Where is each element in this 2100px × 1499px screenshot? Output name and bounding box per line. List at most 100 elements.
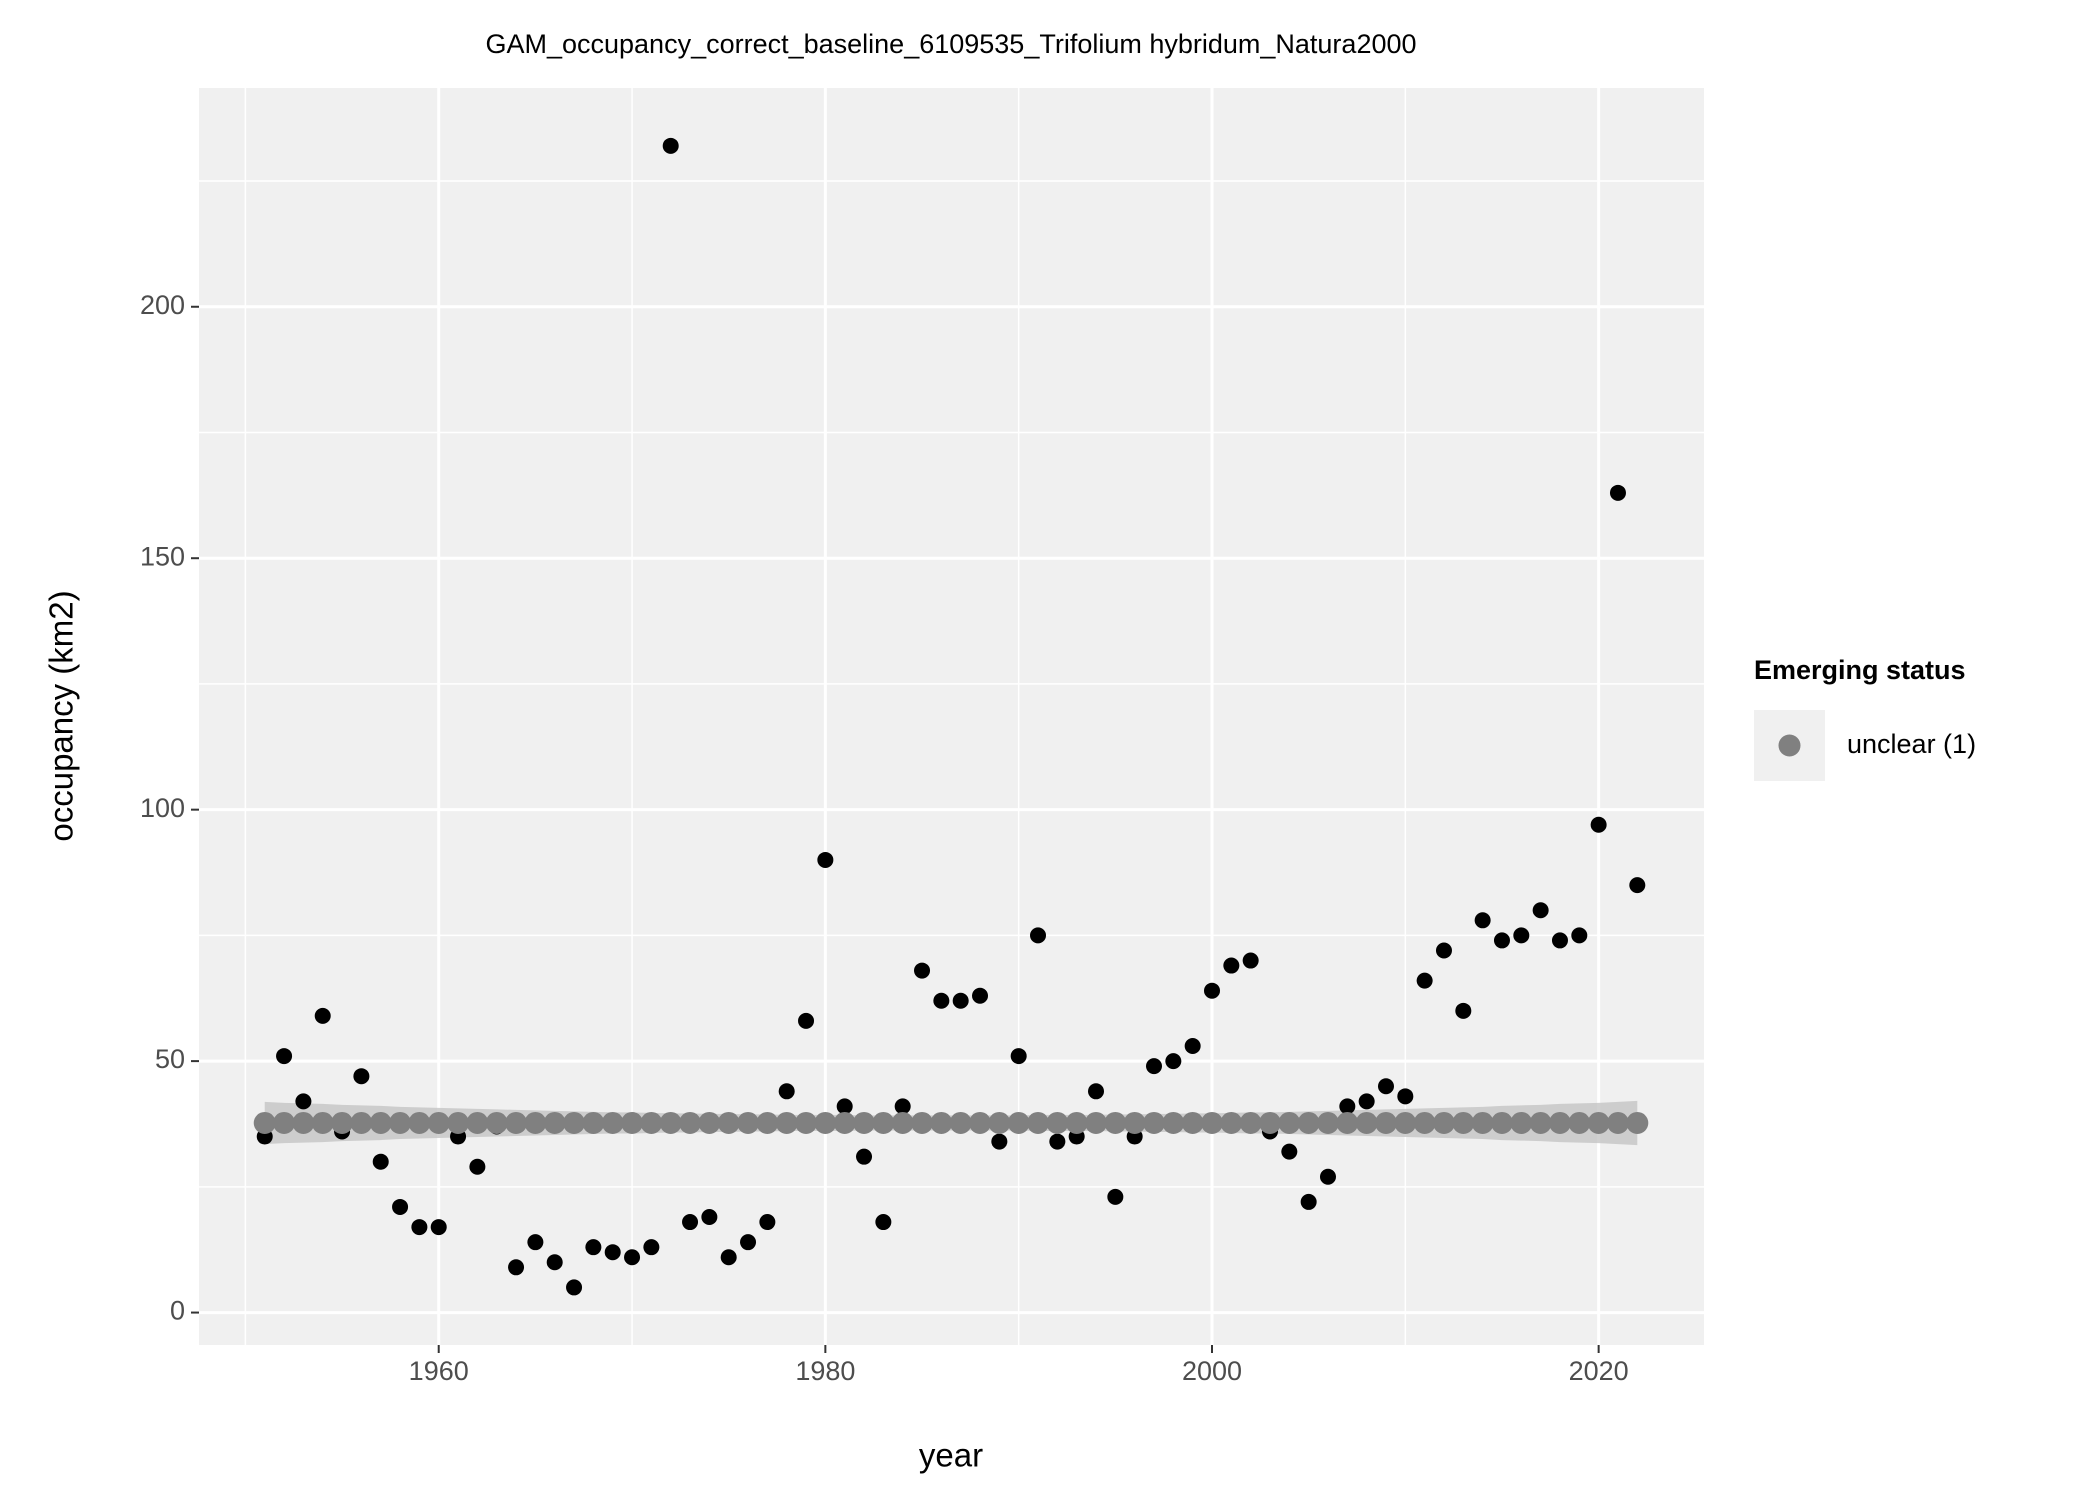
data-point bbox=[1532, 902, 1549, 919]
fitted-point bbox=[969, 1111, 992, 1134]
data-point bbox=[411, 1219, 428, 1236]
data-point bbox=[1088, 1083, 1105, 1100]
fitted-point bbox=[949, 1111, 972, 1134]
data-point bbox=[1184, 1038, 1201, 1055]
fitted-point bbox=[1143, 1111, 1166, 1134]
fitted-point bbox=[253, 1111, 276, 1134]
data-point bbox=[1165, 1053, 1182, 1070]
plot-panel bbox=[199, 88, 1704, 1345]
data-point bbox=[566, 1279, 583, 1296]
data-point bbox=[1242, 952, 1259, 969]
data-point bbox=[1474, 912, 1491, 929]
data-point bbox=[972, 987, 989, 1004]
data-point bbox=[1493, 932, 1510, 949]
data-point bbox=[933, 992, 950, 1009]
data-point bbox=[798, 1012, 815, 1029]
data-point bbox=[1223, 957, 1240, 974]
fitted-point bbox=[408, 1111, 431, 1134]
fitted-point bbox=[505, 1111, 528, 1134]
fitted-point bbox=[1413, 1111, 1436, 1134]
data-point bbox=[527, 1234, 544, 1251]
fitted-point bbox=[717, 1111, 740, 1134]
legend-symbol bbox=[1778, 734, 1801, 757]
fitted-point bbox=[930, 1111, 953, 1134]
data-point bbox=[1377, 1078, 1394, 1095]
data-point bbox=[1551, 932, 1568, 949]
fitted-point bbox=[273, 1111, 296, 1134]
data-point bbox=[701, 1209, 718, 1226]
fitted-point bbox=[872, 1111, 895, 1134]
fitted-point bbox=[1529, 1111, 1552, 1134]
data-point bbox=[682, 1214, 699, 1231]
fitted-point bbox=[369, 1111, 392, 1134]
fitted-point bbox=[795, 1111, 818, 1134]
data-point bbox=[1146, 1058, 1163, 1075]
legend-label: unclear (1) bbox=[1847, 729, 1976, 759]
fitted-point bbox=[756, 1111, 779, 1134]
fitted-point bbox=[1181, 1111, 1204, 1134]
fitted-point bbox=[543, 1111, 566, 1134]
fitted-point bbox=[1568, 1111, 1591, 1134]
fitted-point bbox=[311, 1111, 334, 1134]
fitted-point bbox=[640, 1111, 663, 1134]
fitted-point bbox=[427, 1111, 450, 1134]
data-point bbox=[662, 137, 679, 154]
y-tick-label: 200 bbox=[140, 290, 185, 320]
data-point bbox=[856, 1148, 873, 1165]
fitted-point bbox=[1046, 1111, 1069, 1134]
data-point bbox=[314, 1007, 331, 1024]
fitted-point bbox=[988, 1111, 1011, 1134]
data-point bbox=[1455, 1002, 1472, 1019]
fitted-point bbox=[737, 1111, 760, 1134]
data-point bbox=[546, 1254, 563, 1271]
data-point bbox=[1281, 1143, 1298, 1160]
fitted-point bbox=[1432, 1111, 1455, 1134]
fitted-point bbox=[1510, 1111, 1533, 1134]
fitted-point bbox=[891, 1111, 914, 1134]
x-tick-label: 2020 bbox=[1569, 1356, 1629, 1386]
data-point bbox=[353, 1068, 370, 1085]
fitted-point bbox=[466, 1111, 489, 1134]
fitted-point bbox=[563, 1111, 586, 1134]
data-point bbox=[1435, 942, 1452, 959]
x-tick-label: 2000 bbox=[1182, 1356, 1242, 1386]
data-point bbox=[295, 1093, 312, 1110]
fitted-point bbox=[350, 1111, 373, 1134]
data-point bbox=[1010, 1048, 1027, 1065]
data-point bbox=[276, 1048, 293, 1065]
fitted-point bbox=[1548, 1111, 1571, 1134]
fitted-point bbox=[814, 1111, 837, 1134]
data-point bbox=[508, 1259, 525, 1276]
fitted-point bbox=[775, 1111, 798, 1134]
data-point bbox=[1339, 1098, 1356, 1115]
data-point bbox=[1300, 1193, 1317, 1210]
fitted-point bbox=[1162, 1111, 1185, 1134]
data-point bbox=[624, 1249, 641, 1266]
fitted-point bbox=[621, 1111, 644, 1134]
fitted-point bbox=[698, 1111, 721, 1134]
data-point bbox=[1629, 877, 1646, 894]
data-point bbox=[952, 992, 969, 1009]
fitted-point bbox=[1123, 1111, 1146, 1134]
data-point bbox=[372, 1153, 389, 1170]
fitted-point bbox=[1626, 1111, 1649, 1134]
fitted-point bbox=[679, 1111, 702, 1134]
data-point bbox=[914, 962, 931, 979]
y-axis-title: occupancy (km2) bbox=[43, 590, 80, 841]
fitted-point bbox=[1490, 1111, 1513, 1134]
data-point bbox=[1107, 1188, 1124, 1205]
fitted-point bbox=[1355, 1111, 1378, 1134]
x-tick-label: 1960 bbox=[409, 1356, 469, 1386]
data-point bbox=[817, 851, 834, 868]
data-point bbox=[1049, 1133, 1066, 1150]
fitted-point bbox=[1471, 1111, 1494, 1134]
data-point bbox=[469, 1158, 486, 1175]
y-tick-label: 0 bbox=[170, 1296, 185, 1326]
data-point bbox=[1513, 927, 1530, 944]
data-point bbox=[875, 1214, 892, 1231]
data-point bbox=[778, 1083, 795, 1100]
fitted-point bbox=[447, 1111, 470, 1134]
data-point bbox=[1571, 927, 1588, 944]
